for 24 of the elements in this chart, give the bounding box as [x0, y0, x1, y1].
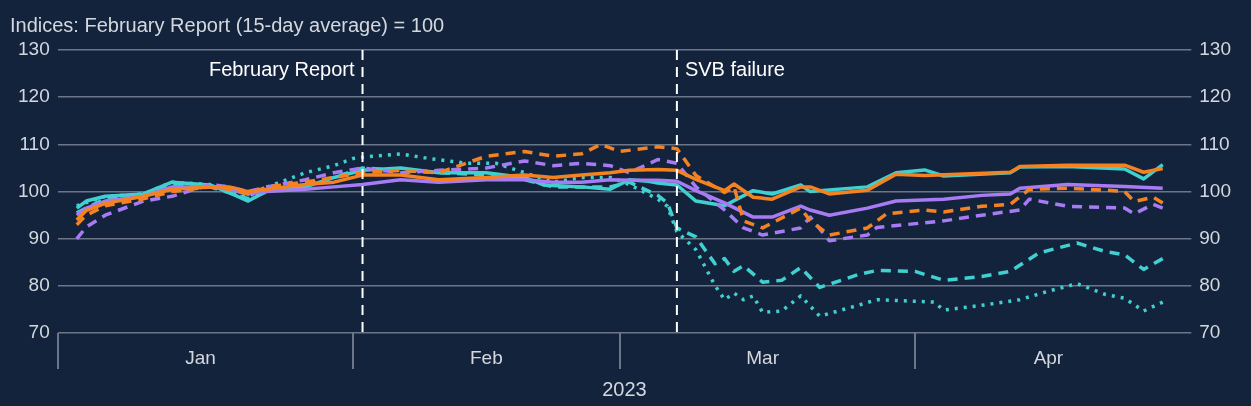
- y2-tick-label: 130: [1199, 38, 1231, 60]
- y2-tick-label: 80: [1199, 274, 1221, 296]
- x-tick-label: Apr: [1033, 346, 1064, 368]
- y2-tick-label: 70: [1199, 321, 1221, 343]
- x-axis-title: 2023: [602, 377, 647, 400]
- y2-tick-label: 110: [1199, 132, 1230, 154]
- y-tick-label: 130: [18, 38, 50, 60]
- y-tick-label: 70: [28, 321, 50, 343]
- line-series: [75, 142, 1165, 237]
- x-tick-label: Jan: [185, 346, 216, 368]
- x-tick-label: Mar: [746, 346, 780, 368]
- x-tick-label: Feb: [470, 346, 503, 368]
- ref-line-label: February Report: [208, 57, 355, 80]
- y-tick-label: 80: [28, 274, 50, 296]
- y2-tick-label: 100: [1199, 179, 1231, 201]
- chart-title: Indices: February Report (15-day average) = 100: [10, 13, 445, 36]
- y-tick-label: 100: [18, 179, 50, 201]
- y-tick-label: 120: [18, 85, 50, 107]
- y-tick-label: 110: [19, 132, 50, 154]
- line-series: [75, 157, 1165, 243]
- ref-line-label: SVB failure: [684, 57, 785, 80]
- y-tick-label: 90: [28, 227, 50, 249]
- y2-tick-label: 120: [1199, 85, 1231, 107]
- y2-tick-label: 90: [1199, 227, 1221, 249]
